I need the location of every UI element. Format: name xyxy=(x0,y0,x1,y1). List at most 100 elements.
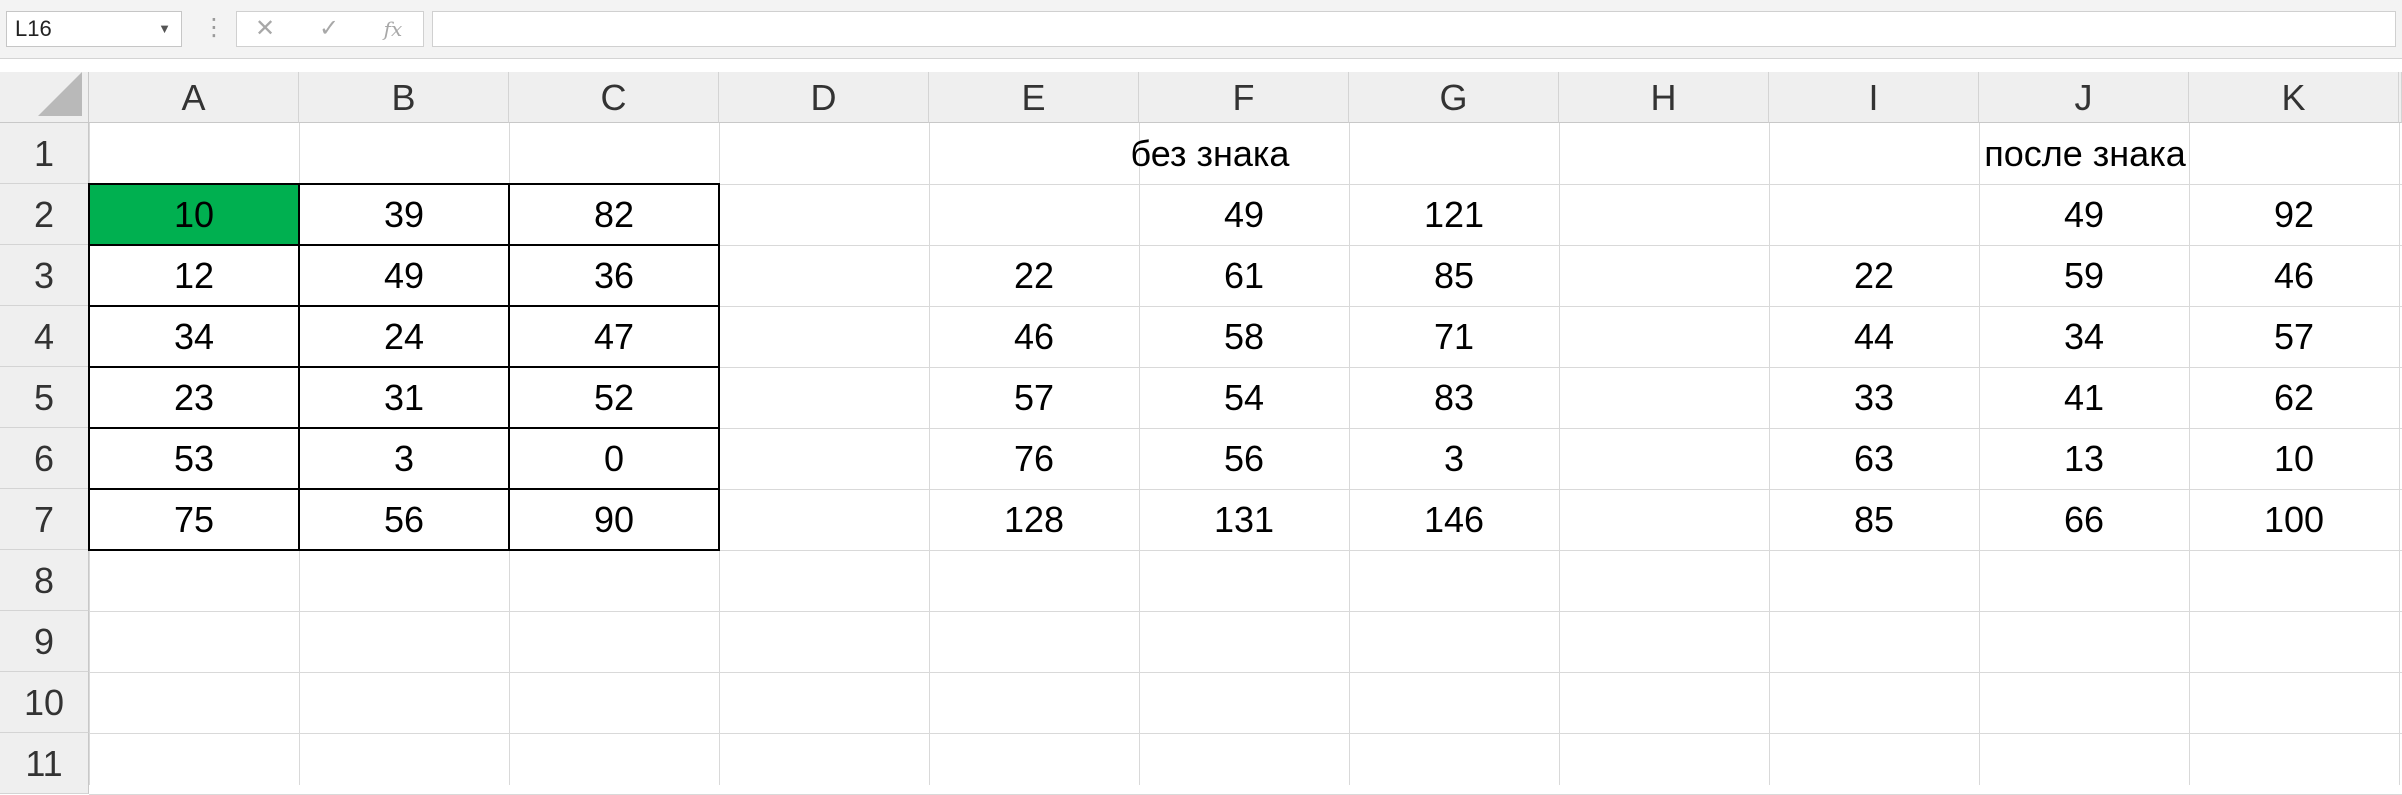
grid-vline xyxy=(2399,123,2400,785)
cell-f6[interactable]: 56 xyxy=(1223,438,1265,479)
row-header-10[interactable]: 10 xyxy=(0,672,89,733)
cell-g2[interactable]: 121 xyxy=(1423,194,1485,235)
cell-b5[interactable]: 31 xyxy=(298,366,510,429)
cell-c4[interactable]: 47 xyxy=(508,305,720,368)
column-header-a[interactable]: A xyxy=(89,72,299,123)
cell-j3[interactable]: 59 xyxy=(2063,255,2105,296)
cell-g7[interactable]: 146 xyxy=(1423,499,1485,540)
name-box[interactable]: L16 ▼ xyxy=(6,11,182,47)
cell-k7[interactable]: 100 xyxy=(2263,499,2325,540)
row-header-6[interactable]: 6 xyxy=(0,428,89,489)
cell-e5[interactable]: 57 xyxy=(1013,377,1055,418)
grid-hline xyxy=(89,672,2402,673)
cell-b3[interactable]: 49 xyxy=(298,244,510,307)
cell-e3[interactable]: 22 xyxy=(1013,255,1055,296)
cell-i2[interactable] xyxy=(1769,184,1979,245)
select-all-icon xyxy=(38,72,82,116)
row-header-1[interactable]: 1 xyxy=(0,123,89,184)
column-header-e[interactable]: E xyxy=(929,72,1139,123)
cell-j5[interactable]: 41 xyxy=(2063,377,2105,418)
column-header-f[interactable]: F xyxy=(1139,72,1349,123)
cell-f2[interactable]: 49 xyxy=(1223,194,1265,235)
cell-a4[interactable]: 34 xyxy=(88,305,300,368)
cell-k5[interactable]: 62 xyxy=(2273,377,2315,418)
cell-g3[interactable]: 85 xyxy=(1433,255,1475,296)
cell-j4[interactable]: 34 xyxy=(2063,316,2105,357)
column-header-g[interactable]: G xyxy=(1349,72,1559,123)
cell-a3[interactable]: 12 xyxy=(88,244,300,307)
column-header-b[interactable]: B xyxy=(299,72,509,123)
cancel-icon[interactable]: ✕ xyxy=(254,15,276,42)
cell-c2[interactable]: 82 xyxy=(508,183,720,246)
cell-c6[interactable]: 0 xyxy=(508,427,720,490)
row-header-5[interactable]: 5 xyxy=(0,367,89,428)
cell-b4[interactable]: 24 xyxy=(298,305,510,368)
column-header-h[interactable]: H xyxy=(1559,72,1769,123)
column-header-i[interactable]: I xyxy=(1769,72,1979,123)
cell-k4[interactable]: 57 xyxy=(2273,316,2315,357)
chevron-down-icon[interactable]: ▼ xyxy=(158,21,171,36)
grid-vline xyxy=(1979,123,1980,785)
more-options-icon[interactable]: ⋮ xyxy=(202,14,226,41)
cell-e4[interactable]: 46 xyxy=(1013,316,1055,357)
cell-k3[interactable]: 46 xyxy=(2273,255,2315,296)
row-header-9[interactable]: 9 xyxy=(0,611,89,672)
grid-hline xyxy=(89,550,2402,551)
block-b-title: без знака xyxy=(1130,133,1290,174)
cell-f4[interactable]: 58 xyxy=(1223,316,1265,357)
cell-i4[interactable]: 44 xyxy=(1853,316,1895,357)
cell-f3[interactable]: 61 xyxy=(1223,255,1265,296)
cell-c7[interactable]: 90 xyxy=(508,488,720,551)
cell-j7[interactable]: 66 xyxy=(2063,499,2105,540)
cell-i6[interactable]: 63 xyxy=(1853,438,1895,479)
column-header-j[interactable]: J xyxy=(1979,72,2189,123)
grid-hline xyxy=(89,184,2402,185)
formula-bar: L16 ▼ ⋮ ✕ ✓ fx xyxy=(0,0,2402,59)
formula-input[interactable] xyxy=(432,11,2396,47)
grid-vline xyxy=(2189,123,2190,785)
grid-hline xyxy=(89,245,2402,246)
cell-j6[interactable]: 13 xyxy=(2063,438,2105,479)
grid-hline xyxy=(89,306,2402,307)
cell-a5[interactable]: 23 xyxy=(88,366,300,429)
enter-icon[interactable]: ✓ xyxy=(318,15,340,42)
grid-vline xyxy=(1139,123,1140,785)
cell-a6[interactable]: 53 xyxy=(88,427,300,490)
formula-buttons: ✕ ✓ fx xyxy=(236,11,424,47)
column-header-c[interactable]: C xyxy=(509,72,719,123)
cell-e2[interactable] xyxy=(929,184,1139,245)
column-header-k[interactable]: K xyxy=(2189,72,2399,123)
cell-g4[interactable]: 71 xyxy=(1433,316,1475,357)
cell-e6[interactable]: 76 xyxy=(1013,438,1055,479)
grid-hline xyxy=(89,428,2402,429)
row-header-4[interactable]: 4 xyxy=(0,306,89,367)
cell-i3[interactable]: 22 xyxy=(1853,255,1895,296)
insert-function-icon[interactable]: fx xyxy=(383,17,403,41)
cell-c5[interactable]: 52 xyxy=(508,366,720,429)
cell-i5[interactable]: 33 xyxy=(1853,377,1895,418)
cell-g6[interactable]: 3 xyxy=(1443,438,1465,479)
cell-c3[interactable]: 36 xyxy=(508,244,720,307)
cell-e7[interactable]: 128 xyxy=(1003,499,1065,540)
grid-vline xyxy=(929,123,930,785)
cell-b7[interactable]: 56 xyxy=(298,488,510,551)
cell-b2[interactable]: 39 xyxy=(298,183,510,246)
cell-k6[interactable]: 10 xyxy=(2273,438,2315,479)
cell-i7[interactable]: 85 xyxy=(1853,499,1895,540)
cell-a7[interactable]: 75 xyxy=(88,488,300,551)
grid-hline xyxy=(89,611,2402,612)
cell-a2[interactable]: 10 xyxy=(88,183,300,246)
cell-j2[interactable]: 49 xyxy=(2063,194,2105,235)
row-header-8[interactable]: 8 xyxy=(0,550,89,611)
grid-vline xyxy=(1559,123,1560,785)
cell-f5[interactable]: 54 xyxy=(1223,377,1265,418)
column-header-d[interactable]: D xyxy=(719,72,929,123)
row-header-2[interactable]: 2 xyxy=(0,184,89,245)
cell-f7[interactable]: 131 xyxy=(1213,499,1275,540)
cell-g5[interactable]: 83 xyxy=(1433,377,1475,418)
row-header-3[interactable]: 3 xyxy=(0,245,89,306)
cell-b6[interactable]: 3 xyxy=(298,427,510,490)
select-all-button[interactable] xyxy=(0,72,89,123)
row-header-7[interactable]: 7 xyxy=(0,489,89,550)
cell-k2[interactable]: 92 xyxy=(2273,194,2315,235)
